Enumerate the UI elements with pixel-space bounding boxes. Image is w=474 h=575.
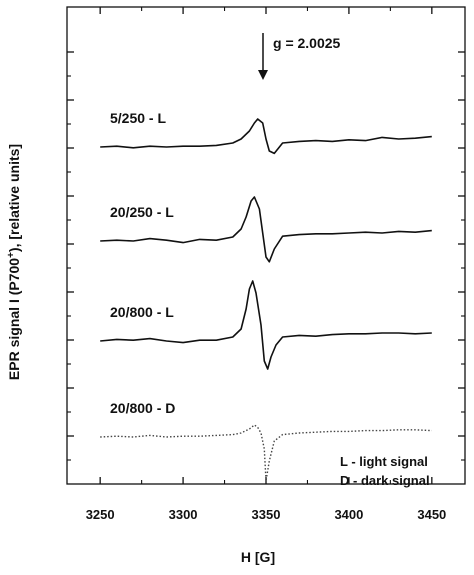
series-labels: 5/250 - L 20/250 - L 20/800 - L 20/800 - D bbox=[110, 110, 175, 416]
series-line bbox=[100, 280, 432, 370]
g-value-annotation: g = 2.0025 bbox=[273, 35, 341, 51]
x-tick-label: 3250 bbox=[86, 507, 115, 522]
series-label: 20/250 - L bbox=[110, 204, 174, 220]
series-lines bbox=[100, 118, 432, 482]
y-axis-label: EPR signal I (P700+), [relative units] bbox=[6, 144, 23, 380]
series-label: 20/800 - D bbox=[110, 400, 175, 416]
series-label: 20/800 - L bbox=[110, 304, 174, 320]
legend-entry-dark: D - dark signal bbox=[340, 473, 430, 488]
legend-entry-light: L - light signal bbox=[340, 454, 428, 469]
series-line bbox=[100, 196, 432, 263]
series-label: 5/250 - L bbox=[110, 110, 166, 126]
x-tick-label: 3300 bbox=[169, 507, 198, 522]
x-tick-labels: 3250 3300 3350 3400 3450 bbox=[86, 507, 447, 522]
x-tick-label: 3450 bbox=[417, 507, 446, 522]
x-tick-label: 3350 bbox=[252, 507, 281, 522]
g-value-arrowhead bbox=[258, 70, 268, 80]
axis-ticks bbox=[67, 7, 465, 484]
x-axis-label: H [G] bbox=[241, 549, 275, 565]
x-tick-label: 3400 bbox=[334, 507, 363, 522]
series-line bbox=[100, 424, 432, 482]
series-line bbox=[100, 118, 432, 155]
